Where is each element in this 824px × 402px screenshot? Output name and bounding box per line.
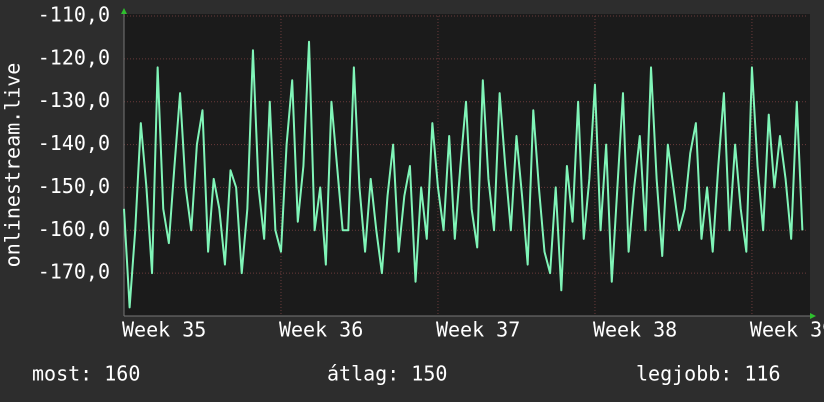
y-tick-label: -130,0 [38, 88, 110, 112]
y-tick-label: -170,0 [38, 260, 110, 284]
y-tick-label: -160,0 [38, 217, 110, 241]
y-tick-label: -140,0 [38, 131, 110, 155]
axis-arrow [810, 313, 816, 319]
y-tick-label: -110,0 [38, 3, 110, 27]
stat-current: most: 160 [32, 362, 140, 386]
y-tick-label: -120,0 [38, 45, 110, 69]
axis-arrow [121, 8, 127, 14]
plot-area [124, 14, 810, 316]
y-axis-label: onlinestream.live [1, 63, 25, 268]
x-tick-label: Week 37 [436, 318, 520, 342]
stat-average: átlag: 150 [327, 362, 447, 386]
data-line [123, 40, 804, 309]
x-tick-label: Week 35 [122, 318, 206, 342]
y-tick-label: -150,0 [38, 174, 110, 198]
x-tick-label: Week 36 [279, 318, 363, 342]
x-tick-label: Week 39 [750, 318, 824, 342]
stat-best: legjobb: 116 [636, 362, 781, 386]
x-tick-label: Week 38 [593, 318, 677, 342]
